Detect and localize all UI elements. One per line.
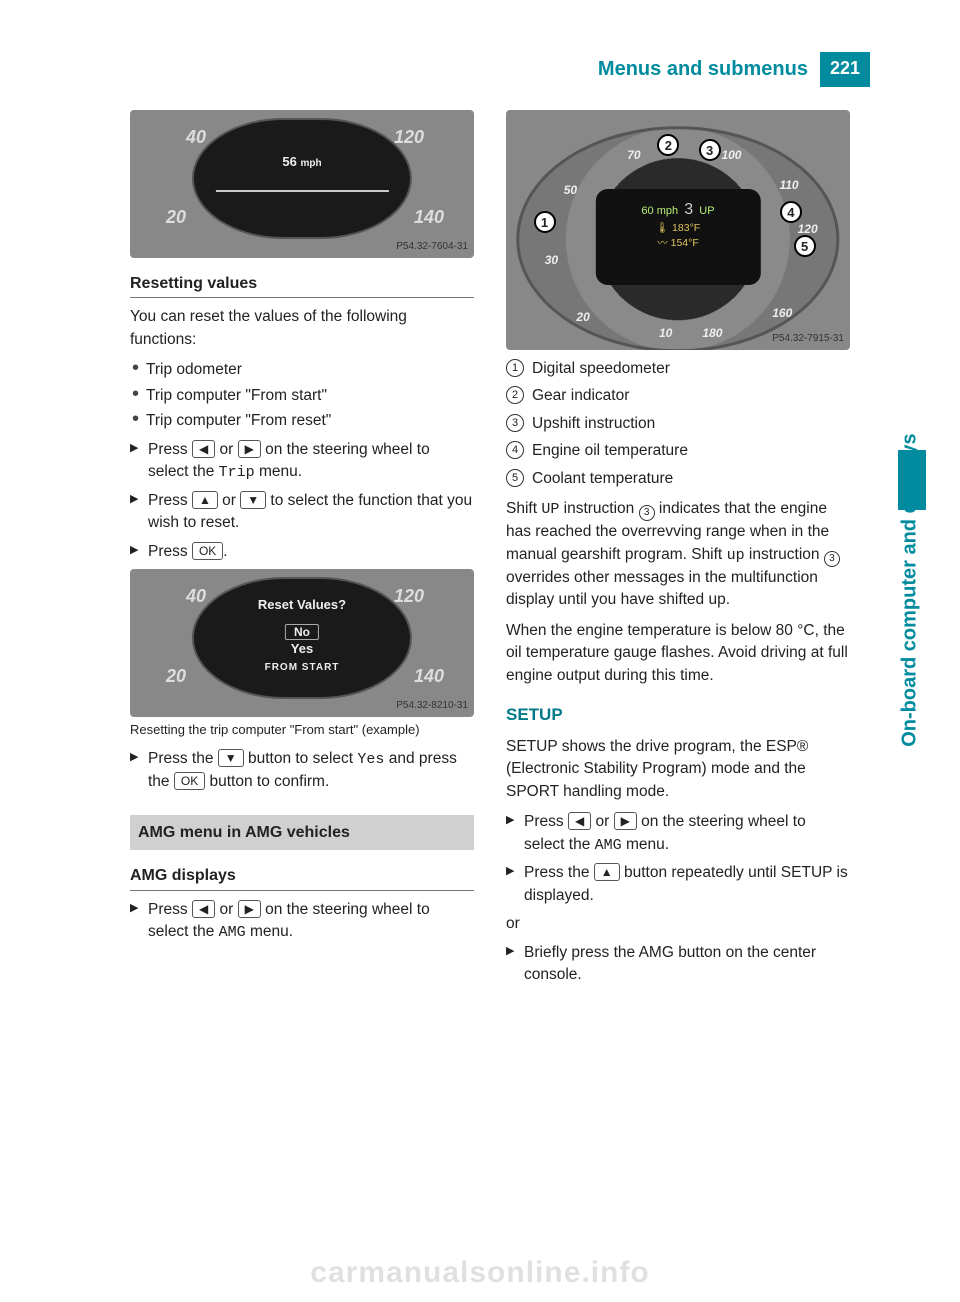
heading-resetting: Resetting values (130, 272, 474, 298)
left-column: 56 mph 40 120 20 140 P54.32-7604-31 Rese… (130, 110, 474, 993)
step-item: Press ◀ or ▶ on the steering wheel to se… (130, 439, 474, 484)
callout-3: 3 (699, 139, 721, 161)
fig1-tick: 20 (166, 204, 186, 230)
temp-paragraph: When the engine temperature is below 80 … (506, 620, 850, 687)
legend-item: 5Coolant temperature (506, 468, 850, 490)
watermark: carmanualsonline.info (0, 1256, 960, 1290)
header-title: Menus and submenus (598, 52, 820, 87)
heading-setup: SETUP (506, 703, 850, 728)
amg-center-display: 60 mph 3 UP 🌡 183°F 〰 154°F (595, 189, 760, 286)
down-arrow-icon: ▼ (240, 491, 266, 509)
step-item: Press the ▼ button to select Yes and pre… (130, 748, 474, 793)
callout-1: 1 (534, 211, 556, 233)
legend-item: 1Digital speedometer (506, 358, 850, 380)
figure-code: P54.32-8210-31 (396, 699, 468, 714)
heading-amg-section: AMG menu in AMG vehicles (130, 815, 474, 850)
legend-item: 3Upshift instruction (506, 413, 850, 435)
setup-steps-alt: Briefly press the AMG button on the cent… (506, 942, 850, 987)
legend-item: 2Gear indicator (506, 385, 850, 407)
side-tab: On-board computer and displays (870, 120, 898, 680)
figure-speedometer: 56 mph 40 120 20 140 P54.32-7604-31 (130, 110, 474, 258)
side-tab-marker (898, 450, 926, 510)
resetting-intro: You can reset the values of the followin… (130, 306, 474, 351)
bullet-item: Trip computer "From start" (130, 385, 474, 407)
fig1-unit: mph (300, 158, 321, 169)
down-arrow-icon: ▼ (218, 749, 244, 767)
legend-item: 4Engine oil temperature (506, 440, 850, 462)
fig1-speed: 56 (282, 154, 296, 169)
right-arrow-icon: ▶ (238, 900, 261, 918)
left-arrow-icon: ◀ (568, 812, 591, 830)
bullet-item: Trip computer "From reset" (130, 410, 474, 432)
fig2-tick: 20 (166, 663, 186, 689)
fig2-title: Reset Values? (194, 596, 410, 615)
right-column: 60 mph 3 UP 🌡 183°F 〰 154°F 10 20 30 50 … (506, 110, 850, 993)
fig2-tick: 40 (186, 583, 206, 609)
up-arrow-icon: ▲ (594, 863, 620, 881)
left-arrow-icon: ◀ (192, 440, 215, 458)
page-number: 221 (820, 52, 870, 87)
page: Menus and submenus 221 On-board computer… (0, 0, 960, 1302)
step-item: Press ◀ or ▶ on the steering wheel to se… (130, 899, 474, 944)
fig1-tick: 120 (394, 124, 424, 150)
header-bar: Menus and submenus 221 (598, 52, 870, 87)
setup-intro: SETUP shows the drive program, the ESP® … (506, 736, 850, 803)
fig2-yes: Yes (194, 640, 410, 659)
amg-steps: Press ◀ or ▶ on the steering wheel to se… (130, 899, 474, 944)
callout-legend: 1Digital speedometer 2Gear indicator 3Up… (506, 358, 850, 490)
shift-paragraph: Shift UP instruction 3 indicates that th… (506, 498, 850, 611)
left-arrow-icon: ◀ (192, 900, 215, 918)
fig1-tick: 40 (186, 124, 206, 150)
right-arrow-icon: ▶ (238, 440, 261, 458)
confirm-step: Press the ▼ button to select Yes and pre… (130, 748, 474, 793)
content: 56 mph 40 120 20 140 P54.32-7604-31 Rese… (130, 110, 850, 993)
bullet-item: Trip odometer (130, 359, 474, 381)
step-item: Press OK. (130, 541, 474, 563)
right-arrow-icon: ▶ (614, 812, 637, 830)
fig2-tick: 120 (394, 583, 424, 609)
step-item: Press ▲ or ▼ to select the function that… (130, 490, 474, 535)
or-text: or (506, 913, 850, 935)
resetting-bullets: Trip odometer Trip computer "From start"… (130, 359, 474, 432)
callout-5: 5 (794, 235, 816, 257)
step-item: Briefly press the AMG button on the cent… (506, 942, 850, 987)
fig2-no: No (285, 624, 319, 640)
figure-code: P54.32-7604-31 (396, 240, 468, 255)
ok-button-icon: OK (174, 772, 205, 790)
step-item: Press the ▲ button repeatedly until SETU… (506, 862, 850, 907)
setup-steps: Press ◀ or ▶ on the steering wheel to se… (506, 811, 850, 907)
resetting-steps: Press ◀ or ▶ on the steering wheel to se… (130, 439, 474, 564)
figure-amg-gauge: 60 mph 3 UP 🌡 183°F 〰 154°F 10 20 30 50 … (506, 110, 850, 350)
fig1-tick: 140 (414, 204, 444, 230)
ok-button-icon: OK (192, 542, 223, 560)
heading-amg-displays: AMG displays (130, 864, 474, 890)
callout-4: 4 (780, 201, 802, 223)
step-item: Press ◀ or ▶ on the steering wheel to se… (506, 811, 850, 856)
fig2-tick: 140 (414, 663, 444, 689)
fig2-from: FROM START (194, 661, 410, 676)
fig2-caption: Resetting the trip computer "From start"… (130, 721, 474, 740)
figure-code: P54.32-7915-31 (772, 332, 844, 347)
figure-reset-dialog: Reset Values? No Yes FROM START 40 120 2… (130, 569, 474, 717)
up-arrow-icon: ▲ (192, 491, 218, 509)
